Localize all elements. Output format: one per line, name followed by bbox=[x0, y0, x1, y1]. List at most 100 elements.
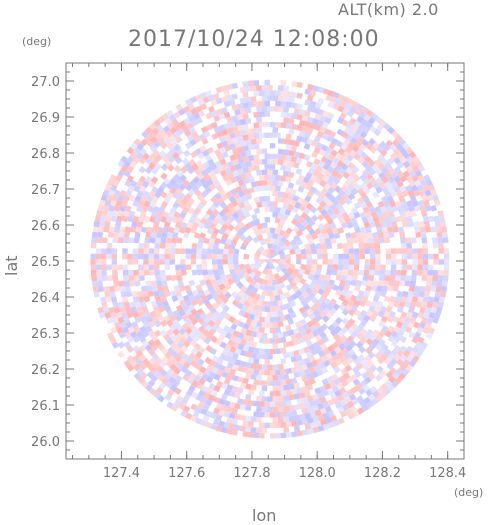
radar-cell bbox=[348, 248, 355, 254]
radar-cell bbox=[277, 385, 284, 391]
radar-cell bbox=[307, 273, 315, 281]
radar-cell bbox=[372, 338, 380, 346]
radar-cell bbox=[392, 147, 401, 156]
radar-cell bbox=[290, 156, 298, 163]
radar-cell bbox=[140, 285, 148, 292]
radar-cell bbox=[366, 280, 374, 287]
radar-cell bbox=[256, 321, 263, 328]
radar-cell bbox=[410, 275, 417, 282]
radar-cell bbox=[117, 169, 125, 178]
radar-cell bbox=[328, 142, 336, 150]
radar-cell bbox=[245, 96, 252, 103]
radar-cell bbox=[309, 325, 317, 333]
radar-cell bbox=[267, 311, 273, 318]
radar-cell bbox=[279, 304, 287, 311]
radar-cell bbox=[243, 199, 250, 207]
radar-cell bbox=[421, 210, 428, 217]
radar-cell bbox=[185, 335, 194, 344]
radar-cell bbox=[432, 194, 440, 202]
radar-cell bbox=[312, 426, 319, 434]
radar-cell bbox=[422, 248, 429, 254]
radar-cell bbox=[253, 133, 260, 139]
radar-cell bbox=[250, 181, 258, 188]
radar-cell bbox=[280, 368, 287, 375]
radar-cell bbox=[133, 138, 142, 146]
radar-cell bbox=[233, 318, 241, 326]
radar-cell bbox=[275, 369, 281, 376]
radar-cell bbox=[212, 248, 219, 255]
radar-cell bbox=[305, 202, 314, 211]
radar-cell bbox=[126, 175, 135, 183]
radar-cell bbox=[383, 122, 391, 131]
radar-cell bbox=[333, 259, 339, 265]
radar-cell bbox=[256, 374, 262, 381]
radar-cell bbox=[400, 275, 407, 282]
radar-cell bbox=[280, 80, 287, 86]
radar-cell bbox=[296, 238, 304, 246]
radar-cell bbox=[136, 290, 144, 298]
radar-cell bbox=[133, 372, 142, 381]
radar-cell bbox=[395, 321, 403, 329]
radar-cell bbox=[424, 189, 432, 197]
radar-cell bbox=[350, 304, 359, 312]
radar-cell bbox=[229, 268, 236, 276]
radar-cell bbox=[105, 296, 112, 303]
radar-cell bbox=[221, 371, 229, 379]
radar-cell bbox=[239, 129, 247, 136]
radar-cell bbox=[199, 232, 206, 239]
radar-cell bbox=[295, 253, 302, 260]
radar-cell bbox=[342, 150, 350, 159]
radar-cell bbox=[339, 398, 347, 407]
radar-cell bbox=[282, 202, 289, 210]
radar-cell bbox=[395, 190, 403, 198]
radar-cell bbox=[142, 358, 150, 366]
radar-cell bbox=[399, 147, 407, 155]
radar-cell bbox=[442, 280, 448, 287]
radar-cell bbox=[133, 185, 141, 193]
radar-cell bbox=[304, 110, 311, 117]
radar-cell bbox=[192, 410, 200, 418]
radar-cell bbox=[234, 337, 242, 344]
radar-cell bbox=[251, 286, 259, 294]
radar-cell bbox=[333, 232, 341, 239]
radar-cell bbox=[320, 418, 327, 426]
radar-cell bbox=[368, 342, 377, 351]
radar-cell bbox=[231, 147, 239, 155]
radar-cell bbox=[350, 206, 359, 214]
radar-cell bbox=[347, 400, 355, 409]
radar-cell bbox=[272, 201, 279, 207]
radar-cell bbox=[96, 269, 102, 276]
radar-cell bbox=[312, 404, 319, 412]
radar-cell bbox=[288, 394, 295, 401]
radar-cell bbox=[296, 114, 303, 121]
radar-cell bbox=[324, 128, 332, 136]
radar-cell bbox=[165, 381, 173, 389]
radar-cell bbox=[186, 122, 194, 130]
radar-cell bbox=[132, 345, 140, 353]
radar-cell bbox=[231, 115, 239, 122]
radar-cell bbox=[293, 404, 301, 411]
radar-cell bbox=[134, 316, 142, 324]
radar-cell bbox=[283, 231, 291, 239]
radar-cell bbox=[119, 306, 127, 314]
radar-cell bbox=[217, 165, 225, 173]
radar-cell bbox=[244, 222, 252, 230]
radar-cell bbox=[365, 226, 372, 234]
radar-cell bbox=[277, 332, 284, 338]
radar-cell bbox=[147, 379, 156, 388]
radar-cell bbox=[357, 407, 365, 415]
radar-cell bbox=[238, 201, 246, 209]
radar-cell bbox=[237, 114, 244, 121]
radar-cell bbox=[311, 118, 319, 125]
radar-cell bbox=[115, 174, 123, 182]
radar-cell bbox=[161, 280, 168, 287]
radar-cell bbox=[308, 167, 316, 175]
radar-cell bbox=[427, 296, 435, 303]
radar-cell bbox=[150, 210, 158, 218]
radar-cell bbox=[242, 91, 249, 98]
radar-cell bbox=[253, 164, 260, 171]
radar-cell bbox=[146, 371, 155, 379]
radar-cell bbox=[245, 307, 253, 315]
radar-cell bbox=[291, 377, 298, 384]
radar-cell bbox=[204, 154, 212, 162]
